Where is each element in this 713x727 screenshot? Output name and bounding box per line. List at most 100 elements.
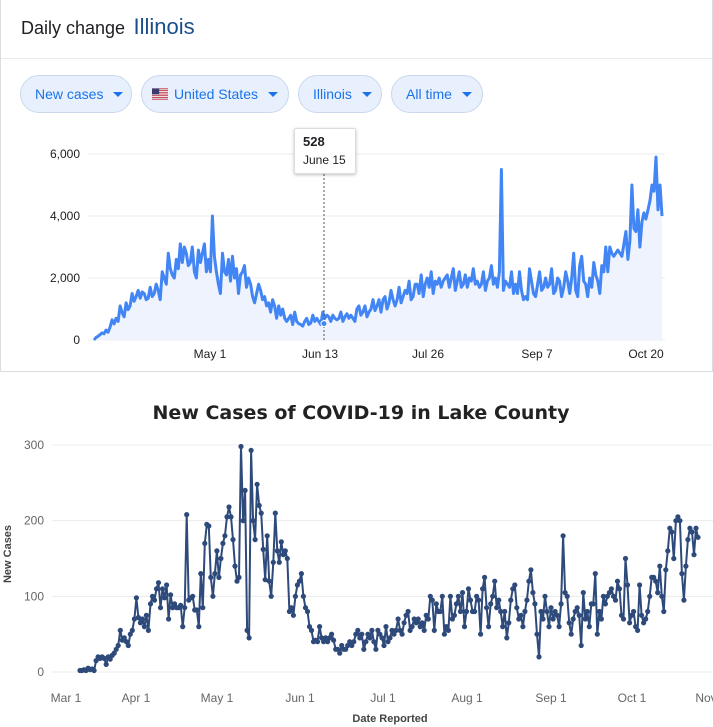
data-point[interactable]: [528, 567, 534, 573]
data-point[interactable]: [453, 601, 459, 607]
lake-county-chart[interactable]: 0 100 200 300 Mar 1 Apr 1 May 1 Jun 1 Jul 1 Aug …: [0, 395, 713, 727]
data-point[interactable]: [242, 487, 248, 493]
data-point[interactable]: [556, 624, 562, 630]
data-point[interactable]: [524, 597, 530, 603]
data-point[interactable]: [129, 627, 135, 633]
data-point[interactable]: [584, 608, 590, 615]
data-point[interactable]: [153, 586, 160, 592]
data-point[interactable]: [395, 616, 401, 622]
data-point[interactable]: [292, 593, 298, 599]
data-point[interactable]: [679, 571, 685, 577]
data-point[interactable]: [399, 631, 405, 637]
data-point[interactable]: [415, 616, 421, 622]
data-point[interactable]: [496, 597, 502, 603]
data-point[interactable]: [526, 578, 532, 584]
data-point[interactable]: [578, 642, 584, 649]
data-point[interactable]: [401, 620, 407, 626]
data-point[interactable]: [101, 655, 107, 661]
data-point[interactable]: [576, 612, 582, 618]
data-point[interactable]: [620, 616, 627, 622]
data-point[interactable]: [512, 582, 518, 588]
data-point[interactable]: [461, 624, 468, 630]
data-point[interactable]: [429, 597, 435, 603]
data-point[interactable]: [480, 586, 486, 592]
data-point[interactable]: [161, 595, 168, 601]
data-point[interactable]: [371, 639, 377, 645]
data-point[interactable]: [550, 616, 556, 622]
data-point[interactable]: [602, 601, 609, 607]
data-point[interactable]: [300, 593, 306, 599]
data-point[interactable]: [622, 555, 629, 562]
data-point[interactable]: [580, 590, 586, 596]
data-point[interactable]: [637, 582, 643, 588]
data-point[interactable]: [490, 593, 496, 599]
data-point[interactable]: [198, 571, 204, 577]
data-point[interactable]: [544, 608, 550, 615]
data-point[interactable]: [647, 593, 653, 599]
data-point[interactable]: [125, 642, 131, 649]
data-point[interactable]: [653, 578, 659, 584]
data-point[interactable]: [643, 616, 649, 622]
data-point[interactable]: [317, 624, 323, 630]
data-point[interactable]: [671, 555, 677, 562]
data-point[interactable]: [657, 563, 663, 569]
data-point[interactable]: [250, 518, 256, 524]
data-point[interactable]: [566, 620, 572, 626]
data-point[interactable]: [488, 601, 494, 607]
data-point[interactable]: [433, 601, 439, 607]
data-point[interactable]: [387, 635, 393, 641]
data-point[interactable]: [103, 661, 109, 667]
data-point[interactable]: [447, 593, 453, 599]
data-point[interactable]: [518, 612, 524, 618]
data-point[interactable]: [542, 593, 548, 599]
data-point[interactable]: [147, 601, 154, 607]
data-point[interactable]: [194, 607, 200, 613]
data-point[interactable]: [135, 614, 141, 621]
data-point[interactable]: [693, 525, 699, 531]
data-point[interactable]: [228, 514, 234, 520]
data-point[interactable]: [661, 608, 667, 615]
data-point[interactable]: [164, 582, 170, 588]
data-point[interactable]: [262, 577, 268, 583]
data-point[interactable]: [508, 597, 514, 603]
data-point[interactable]: [502, 608, 508, 615]
data-point[interactable]: [465, 586, 472, 592]
data-point[interactable]: [463, 608, 470, 615]
data-point[interactable]: [596, 608, 603, 615]
data-point[interactable]: [548, 605, 554, 611]
data-point[interactable]: [655, 590, 661, 596]
data-point[interactable]: [298, 571, 304, 577]
data-point[interactable]: [683, 563, 689, 569]
data-point[interactable]: [369, 627, 375, 633]
data-point[interactable]: [222, 533, 228, 539]
data-point[interactable]: [270, 559, 276, 565]
data-point[interactable]: [522, 608, 528, 615]
data-point[interactable]: [445, 627, 451, 633]
data-point[interactable]: [166, 616, 172, 622]
data-point[interactable]: [614, 578, 621, 584]
data-point[interactable]: [685, 537, 691, 543]
data-point[interactable]: [268, 593, 274, 599]
data-point[interactable]: [616, 586, 623, 592]
data-point[interactable]: [409, 624, 415, 630]
data-point[interactable]: [586, 624, 592, 630]
data-point[interactable]: [266, 578, 272, 584]
data-point[interactable]: [208, 574, 214, 580]
data-point[interactable]: [600, 593, 607, 599]
data-point[interactable]: [351, 639, 357, 645]
data-point[interactable]: [439, 593, 445, 599]
data-point[interactable]: [260, 546, 266, 552]
data-point[interactable]: [141, 624, 147, 630]
data-point[interactable]: [230, 537, 236, 543]
data-point[interactable]: [236, 574, 242, 580]
data-point[interactable]: [486, 624, 492, 630]
data-point[interactable]: [256, 502, 262, 509]
data-point[interactable]: [151, 597, 158, 603]
data-point[interactable]: [532, 601, 538, 607]
data-point[interactable]: [451, 612, 457, 618]
data-point[interactable]: [180, 624, 186, 630]
data-point[interactable]: [506, 620, 512, 626]
data-point[interactable]: [405, 608, 411, 615]
data-point[interactable]: [393, 627, 399, 633]
illinois-daily-chart[interactable]: 0 2,000 4,000 6,000 May 1 Jun 13 Jul 26 Sep 7 O…: [0, 120, 713, 370]
